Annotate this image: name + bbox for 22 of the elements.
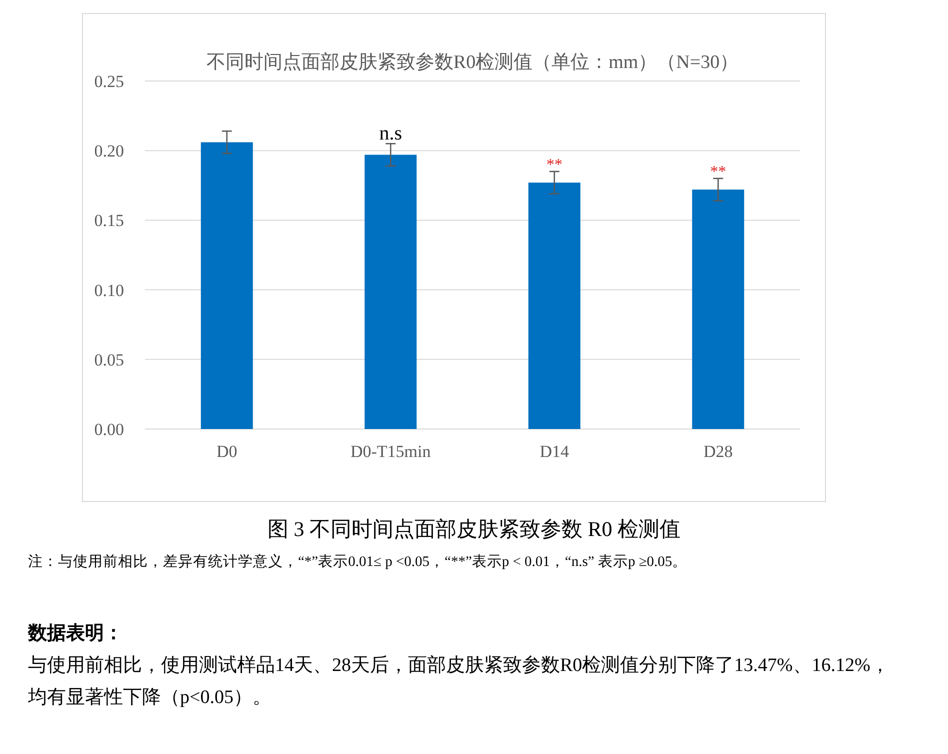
- annotation: **: [546, 156, 562, 174]
- bar: [692, 190, 744, 429]
- annotation: **: [710, 163, 726, 180]
- y-tick-label: 0.05: [94, 350, 124, 370]
- y-tick-label: 0.10: [94, 280, 124, 300]
- x-tick-label: D0-T15min: [350, 442, 432, 461]
- y-tick-label: 0.15: [94, 211, 124, 230]
- bar: [528, 182, 580, 429]
- y-tick-label: 0.00: [94, 420, 124, 439]
- y-tick-label: 0.20: [94, 142, 124, 161]
- annotation: n.s: [379, 122, 402, 145]
- text: 与使用前相比，使用测试样品14天、28天后，面部皮肤紧致参数R0检测值分别下降了13.47%、16.12%，均有显著性下降（p<0.05）。: [28, 654, 890, 710]
- bar: [200, 142, 253, 429]
- bar: [364, 154, 417, 429]
- x-tick-label: D0: [216, 442, 238, 461]
- x-tick-label: D14: [540, 442, 570, 461]
- caption: 图 3 不同时间点面部皮肤紧致参数 R0 检测值: [266, 516, 682, 543]
- x-tick-label: D28: [703, 442, 733, 461]
- text: 注：与使用前相比，差异有统计学意义，“*”表示0.01≤ p <0.05，“**”表示p < 0.01，“n.s” 表示p ≥0.05。: [28, 552, 688, 571]
- chart-title: 不同时间点面部皮肤紧致参数R0检测值（单位：mm）（N=30）: [206, 51, 739, 73]
- text: 数据表明：: [28, 622, 123, 646]
- y-tick-label: 0.25: [94, 72, 124, 91]
